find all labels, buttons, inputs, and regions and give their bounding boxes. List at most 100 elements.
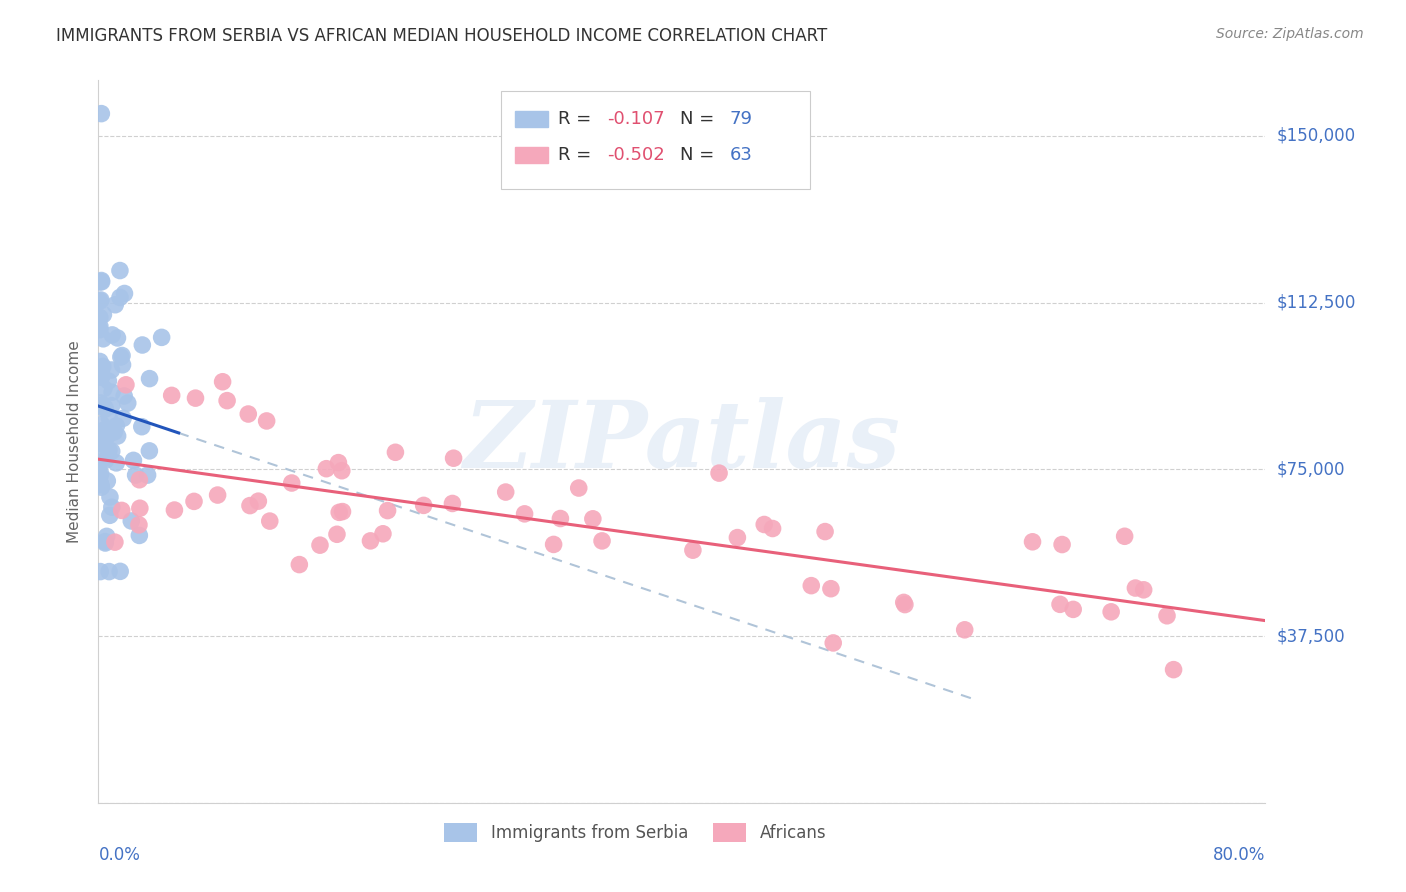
Point (1114, 529, 1136, 543)
Point (682, 543, 704, 558)
Point (94, 402, 117, 417)
Point (359, 533, 381, 548)
Point (90, 370, 112, 384)
Bar (515, 111, 548, 127)
Legend: Immigrants from Serbia, Africans: Immigrants from Serbia, Africans (437, 816, 834, 848)
Point (101, 385, 124, 400)
Text: 63: 63 (730, 145, 752, 164)
Point (93, 436, 115, 450)
Point (98, 411, 121, 425)
Point (90, 293, 112, 307)
Point (138, 443, 160, 458)
Point (98, 565, 121, 579)
Point (94, 401, 117, 415)
Text: 0.0%: 0.0% (98, 847, 141, 864)
Point (160, 388, 183, 402)
Point (120, 514, 142, 528)
Point (114, 286, 136, 301)
Point (89, 293, 111, 308)
Point (150, 330, 173, 344)
Point (371, 526, 394, 541)
Point (101, 500, 124, 515)
Point (93, 382, 115, 396)
Point (128, 473, 150, 487)
Point (217, 393, 239, 408)
Point (90, 273, 112, 287)
Point (128, 517, 150, 532)
Point (90, 275, 112, 289)
Point (543, 537, 565, 551)
Point (93, 424, 115, 438)
Point (288, 558, 311, 572)
Point (495, 485, 517, 500)
Point (315, 461, 337, 475)
Point (103, 425, 125, 439)
Point (1021, 534, 1043, 549)
Point (820, 582, 842, 596)
Point (1156, 608, 1178, 623)
Point (91, 332, 114, 346)
Point (100, 444, 122, 458)
Text: -0.107: -0.107 (607, 110, 665, 128)
Point (128, 528, 150, 542)
Point (104, 535, 127, 549)
Text: R =: R = (558, 145, 596, 164)
Point (328, 456, 350, 470)
Text: N =: N = (681, 110, 720, 128)
Point (131, 338, 153, 352)
Point (309, 538, 332, 552)
Point (111, 503, 134, 517)
Text: $75,000: $75,000 (1277, 460, 1346, 478)
Point (89, 354, 111, 368)
Point (90, 477, 112, 491)
Bar (501, 91, 810, 189)
Point (107, 429, 129, 443)
Text: $150,000: $150,000 (1277, 127, 1355, 145)
Text: $112,500: $112,500 (1277, 293, 1355, 311)
Point (89, 310, 111, 325)
Text: N =: N = (681, 145, 720, 164)
Point (90, 417, 112, 432)
Point (1163, 663, 1185, 677)
Point (328, 505, 350, 519)
Point (513, 507, 536, 521)
Point (800, 579, 823, 593)
Point (93, 308, 115, 322)
Point (89, 430, 111, 444)
Point (184, 391, 207, 405)
Point (163, 503, 186, 517)
Point (112, 411, 135, 425)
Point (326, 527, 349, 541)
Bar (515, 147, 548, 162)
Point (1132, 582, 1154, 597)
Point (894, 598, 917, 612)
Point (124, 468, 146, 483)
Point (97, 443, 120, 458)
Point (111, 358, 134, 372)
Point (96, 429, 118, 443)
Point (90, 480, 112, 494)
Text: Source: ZipAtlas.com: Source: ZipAtlas.com (1216, 27, 1364, 41)
Point (1062, 602, 1084, 616)
Point (239, 499, 262, 513)
Point (89, 456, 111, 470)
Point (330, 464, 353, 478)
Point (582, 512, 605, 526)
Text: -0.502: -0.502 (607, 145, 665, 164)
Point (90, 398, 112, 412)
Point (332, 505, 354, 519)
Point (1099, 605, 1122, 619)
Point (131, 419, 153, 434)
Point (94, 453, 117, 467)
Point (108, 565, 131, 579)
Point (89, 319, 111, 334)
Point (128, 501, 150, 516)
Text: 79: 79 (730, 110, 752, 128)
Point (90, 467, 112, 481)
Point (97, 374, 120, 388)
Point (211, 375, 233, 389)
Point (89, 275, 111, 289)
Point (98, 490, 121, 504)
Point (94, 534, 117, 549)
Point (136, 468, 159, 483)
